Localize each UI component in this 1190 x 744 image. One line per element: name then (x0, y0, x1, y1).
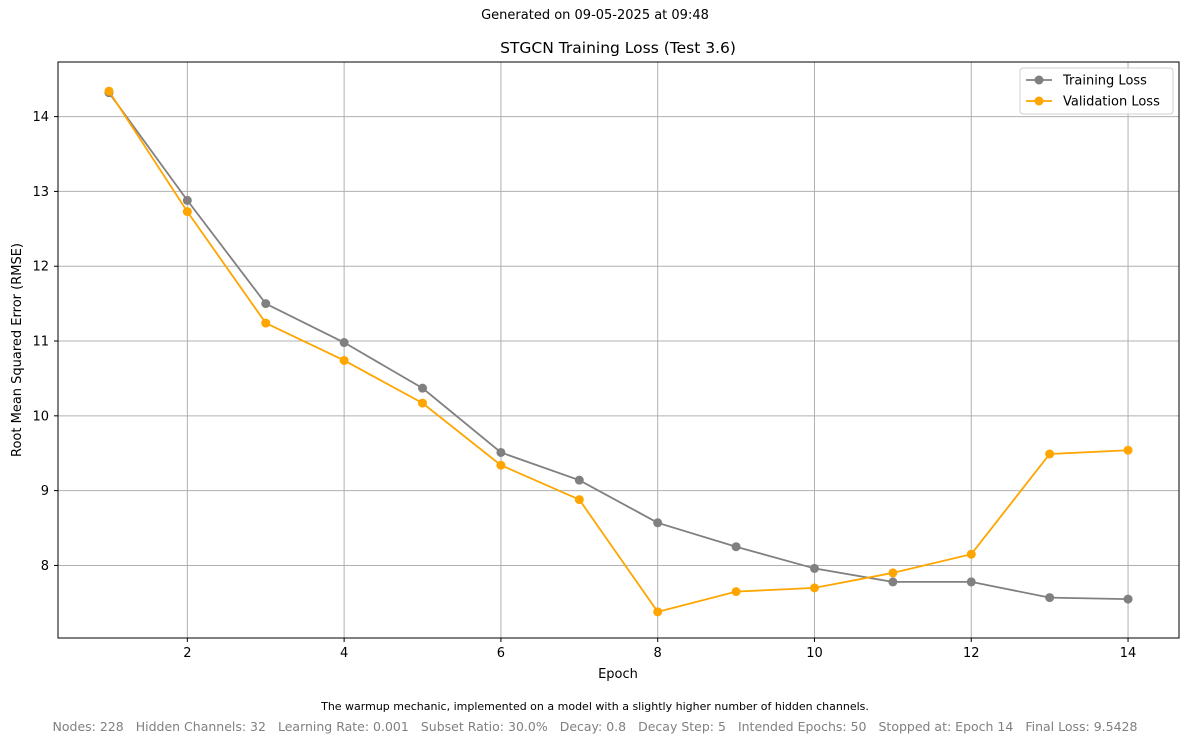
legend-label: Validation Loss (1063, 95, 1160, 110)
data-point (574, 475, 584, 485)
data-point (809, 563, 819, 573)
data-point (1123, 445, 1133, 455)
stopped-at-param: Stopped at: Epoch 14 (878, 719, 1014, 734)
series-line (108, 90, 1129, 613)
data-point (418, 383, 428, 393)
y-axis: 8 9 10 11 12 13 14 (32, 110, 58, 574)
y-tick-label: 14 (32, 110, 49, 125)
data-point (731, 587, 741, 597)
y-tick-label: 8 (41, 559, 49, 574)
data-point (1123, 594, 1133, 604)
data-point (418, 398, 428, 408)
x-axis: 2 4 6 8 10 12 14 (183, 638, 1136, 661)
footer-description: The warmup mechanic, implemented on a mo… (321, 700, 869, 713)
legend: Training Loss Validation Loss (1019, 67, 1174, 115)
data-point (496, 447, 506, 457)
x-tick-label: 8 (654, 646, 662, 661)
data-point (261, 318, 271, 328)
generated-timestamp: Generated on 09-05-2025 at 09:48 (481, 8, 709, 23)
series-line (108, 92, 1129, 601)
final-loss-param: Final Loss: 9.5428 (1025, 719, 1138, 734)
series-validation-loss (104, 86, 1133, 617)
decay-step-param: Decay Step: 5 (638, 719, 726, 734)
subset-ratio-param: Subset Ratio: 30.0% (420, 719, 548, 734)
y-tick-label: 12 (32, 260, 49, 275)
data-point (809, 583, 819, 593)
y-axis-label: Root Mean Squared Error (RMSE) (10, 243, 25, 457)
data-point (888, 577, 898, 587)
data-point (653, 518, 663, 528)
series-layer (104, 86, 1133, 617)
y-tick-label: 11 (32, 335, 49, 350)
series-training-loss (104, 88, 1133, 604)
data-point (339, 338, 349, 348)
data-point (496, 460, 506, 470)
x-axis-label: Epoch (598, 667, 638, 682)
plot-frame (57, 61, 1180, 639)
chart-title: STGCN Training Loss (Test 3.6) (500, 39, 736, 57)
legend-marker (1034, 96, 1044, 106)
data-point (888, 568, 898, 578)
x-tick-label: 14 (1120, 646, 1137, 661)
decay-param: Decay: 0.8 (559, 719, 627, 734)
x-tick-label: 6 (497, 646, 505, 661)
run-parameters: Nodes: 228 Hidden Channels: 32 Learning Ra… (0, 719, 1190, 734)
data-point (966, 549, 976, 559)
x-tick-label: 2 (183, 646, 191, 661)
data-point (261, 299, 271, 309)
hidden-channels-param: Hidden Channels: 32 (135, 719, 266, 734)
legend-label: Training Loss (1062, 74, 1147, 89)
data-point (653, 607, 663, 617)
legend-marker (1034, 75, 1044, 85)
grid-lines (58, 62, 1179, 638)
y-tick-label: 9 (41, 484, 49, 499)
x-tick-label: 12 (963, 646, 980, 661)
data-point (1045, 449, 1055, 459)
data-point (339, 355, 349, 365)
nodes-param: Nodes: 228 (52, 719, 124, 734)
data-point (182, 195, 192, 205)
data-point (1045, 593, 1055, 603)
data-point (182, 207, 192, 217)
x-tick-label: 10 (806, 646, 823, 661)
data-point (104, 86, 114, 96)
data-point (574, 495, 584, 505)
intended-epochs-param: Intended Epochs: 50 (737, 719, 867, 734)
x-tick-label: 4 (340, 646, 348, 661)
data-point (731, 542, 741, 552)
data-point (966, 577, 976, 587)
y-tick-label: 13 (32, 185, 49, 200)
legend-box (1019, 67, 1174, 115)
y-tick-label: 10 (32, 409, 49, 424)
learning-rate-param: Learning Rate: 0.001 (277, 719, 409, 734)
